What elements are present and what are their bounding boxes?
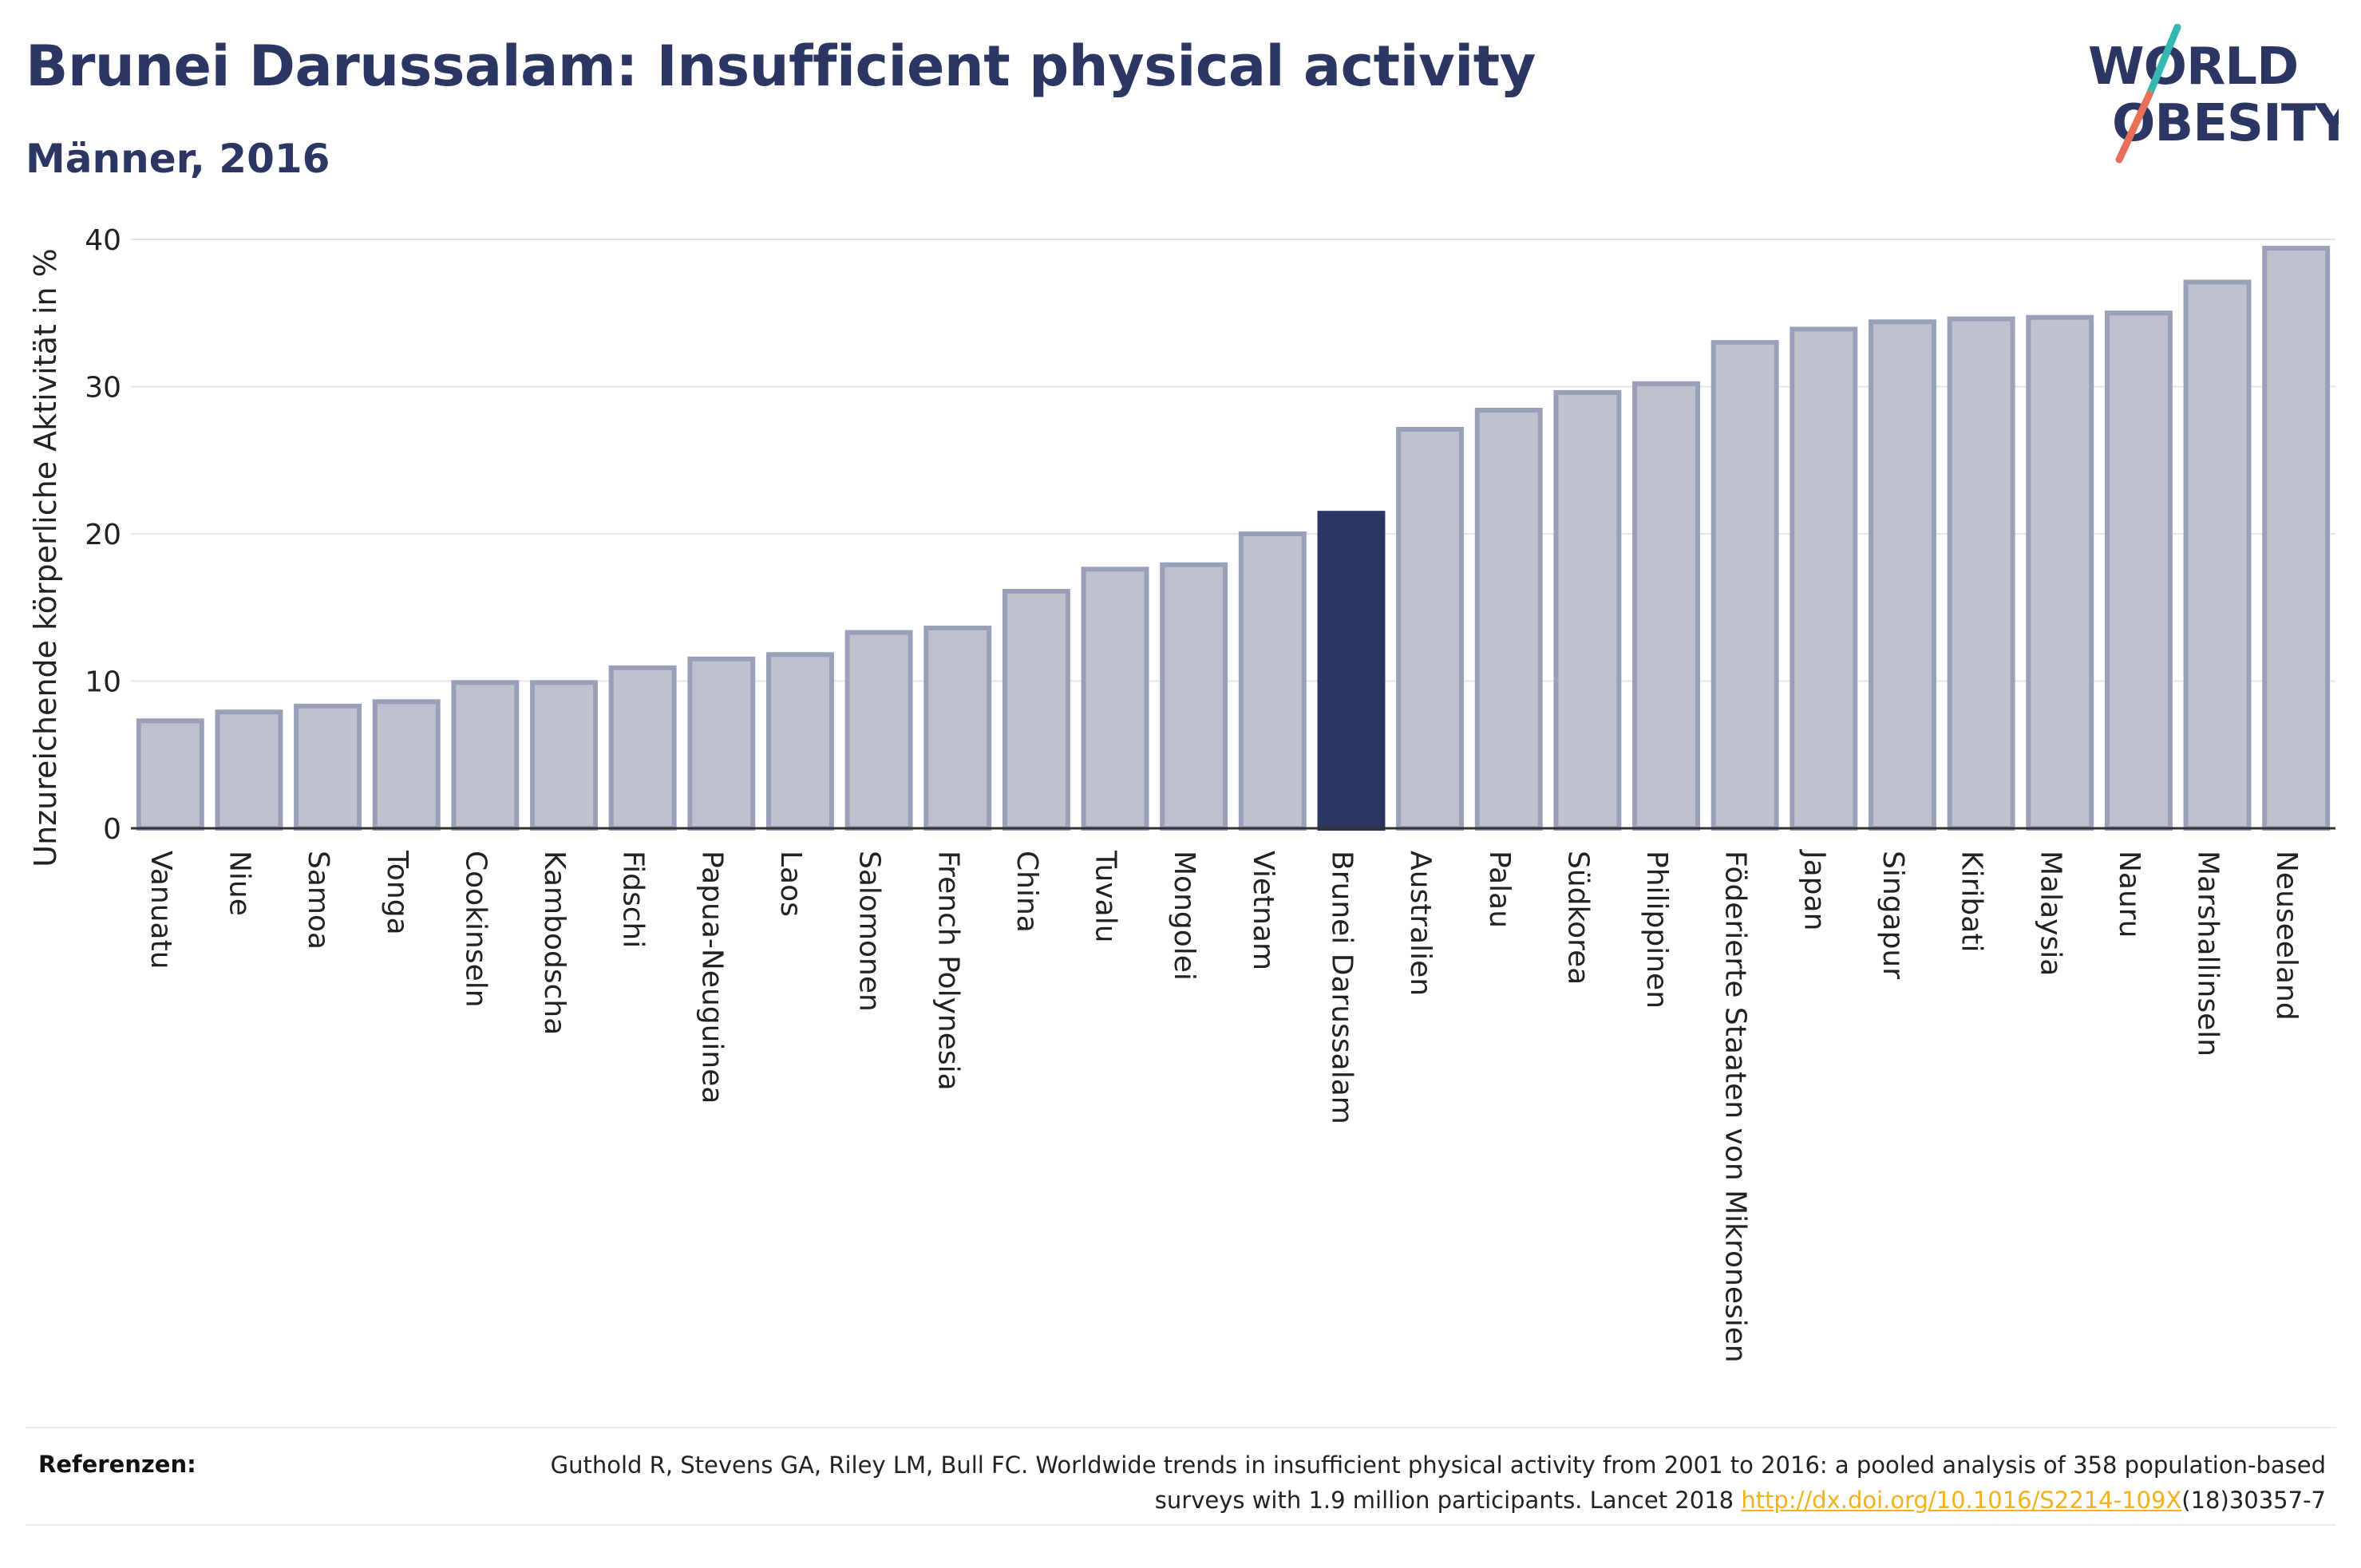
bar-samoa[interactable]: [294, 703, 362, 831]
bar-vanuatu[interactable]: [136, 718, 204, 831]
x-tick-label: Neuseeland: [2270, 851, 2303, 1021]
bar-french-polynesia[interactable]: [923, 626, 992, 831]
references-text: Guthold R, Stevens GA, Riley LM, Bull FC…: [490, 1448, 2326, 1518]
x-tick-label: Fidschi: [617, 851, 650, 948]
bar-philippinen[interactable]: [1632, 381, 1700, 831]
x-tick-label: Brunei Darussalam: [1325, 851, 1358, 1124]
x-tick-label: Nauru: [2113, 851, 2145, 938]
x-tick-label: Kambodscha: [538, 851, 571, 1035]
x-tick-label: Vanuatu: [144, 851, 177, 970]
x-tick-label: Palau: [1483, 851, 1516, 928]
world-obesity-logo: WORLD OBESITY: [2088, 24, 2339, 164]
chart-title: Brunei Darussalam: Insufficient physical…: [26, 34, 1536, 99]
bar-cookinseln[interactable]: [451, 680, 520, 831]
x-tick-label: Philippinen: [1640, 851, 1673, 1009]
x-tick-label: Föderierte Staaten von Mikronesien: [1719, 851, 1752, 1363]
x-tick-label: Singapur: [1877, 851, 1909, 979]
bar-japan[interactable]: [1790, 326, 1858, 831]
x-tick-label: Vietnam: [1247, 851, 1279, 970]
x-tick-label: Cookinseln: [459, 851, 492, 1008]
bar-china[interactable]: [1002, 588, 1070, 831]
y-tick-label: 20: [85, 519, 121, 551]
bar-vietnam[interactable]: [1238, 531, 1307, 831]
x-tick-label: Australien: [1404, 851, 1437, 996]
bar-südkorea[interactable]: [1553, 389, 1622, 831]
y-tick-label: 40: [85, 224, 121, 257]
bar-palau[interactable]: [1474, 408, 1543, 831]
reference-divider-top: [26, 1427, 2336, 1428]
reference-citation-suffix: (18)30357-7: [2181, 1487, 2326, 1514]
x-tick-label: Tonga: [381, 850, 413, 935]
chart-subtitle: Männer, 2016: [26, 136, 330, 182]
bar-kambodscha[interactable]: [530, 680, 598, 831]
reference-citation: Guthold R, Stevens GA, Riley LM, Bull FC…: [550, 1451, 2326, 1514]
x-tick-label: Laos: [774, 851, 807, 917]
bar-kiribati[interactable]: [1947, 316, 2015, 831]
reference-doi-link[interactable]: http://dx.doi.org/10.1016/S2214-109X: [1741, 1487, 2182, 1514]
logo-slash-teal-icon: [2145, 24, 2181, 98]
bar-mongolei[interactable]: [1160, 562, 1228, 831]
bar-tuvalu[interactable]: [1081, 567, 1149, 831]
logo-slash-coral-icon: [2115, 90, 2153, 164]
x-tick-label: Mongolei: [1168, 851, 1200, 981]
y-tick-label: 0: [103, 813, 121, 846]
bar-nauru[interactable]: [2104, 310, 2173, 831]
x-tick-label: China: [1010, 851, 1043, 933]
bar-niue[interactable]: [215, 709, 283, 831]
x-tick-label: Südkorea: [1561, 851, 1594, 985]
bar-föderierte-staaten-von-mikronesien[interactable]: [1710, 340, 1779, 831]
x-tick-label: Salomonen: [853, 851, 886, 1012]
y-tick-label: 10: [85, 666, 121, 699]
bar-australien[interactable]: [1396, 427, 1465, 831]
references-label: Referenzen:: [38, 1451, 196, 1478]
bar-laos[interactable]: [766, 652, 834, 831]
bars: [136, 246, 2331, 831]
bar-malaysia[interactable]: [2026, 314, 2094, 831]
bar-chart: 0 10 20 30 40 Vanuatu Niue Samoa Tonga Cookinseln…: [28, 224, 2335, 1363]
bar-fidschi[interactable]: [608, 665, 677, 831]
labels: 0 10 20 30 40 Vanuatu Niue Samoa Tonga Cookinseln…: [28, 224, 2303, 1363]
bar-neuseeland[interactable]: [2262, 246, 2331, 831]
bar-papua-neuguinea[interactable]: [687, 656, 756, 831]
bar-marshallinseln[interactable]: [2183, 279, 2252, 831]
x-tick-label: Marshallinseln: [2192, 851, 2225, 1057]
logo-line-2: OBESITY: [2112, 94, 2339, 153]
bar-singapur[interactable]: [1869, 319, 1936, 831]
y-axis-label: Unzureichende körperliche Aktivität in %: [28, 248, 63, 867]
x-tick-label: Samoa: [302, 851, 334, 950]
bar-brunei-darussalam[interactable]: [1317, 511, 1386, 831]
x-tick-label: Kiribati: [1956, 851, 1988, 952]
x-tick-label: Papua-Neuguinea: [695, 851, 728, 1104]
x-tick-label: Tuvalu: [1090, 850, 1122, 943]
x-tick-label: French Polynesia: [931, 851, 964, 1091]
x-tick-label: Malaysia: [2034, 851, 2066, 976]
x-tick-label: Japan: [1797, 849, 1830, 930]
bar-salomonen[interactable]: [844, 630, 913, 831]
reference-divider-bottom: [26, 1524, 2336, 1526]
y-tick-label: 30: [85, 372, 121, 405]
bar-tonga[interactable]: [372, 699, 441, 831]
logo-line-1: WORLD: [2088, 38, 2298, 97]
x-tick-label: Niue: [223, 851, 255, 916]
